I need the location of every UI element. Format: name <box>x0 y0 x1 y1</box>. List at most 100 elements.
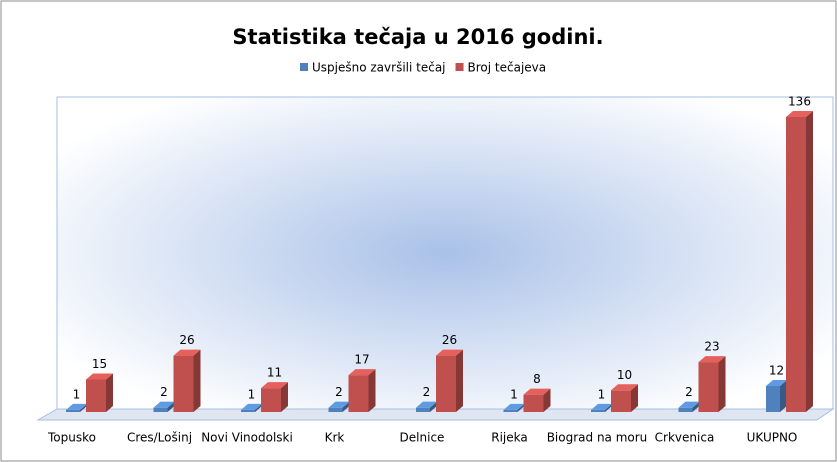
legend-label: Uspješno završili tečaj <box>312 61 446 75</box>
bar <box>66 403 87 412</box>
bar <box>786 111 813 412</box>
bar-top <box>591 403 612 410</box>
bar <box>503 403 525 412</box>
bar-front <box>698 362 719 412</box>
bar-top <box>66 403 87 410</box>
bar <box>591 403 612 412</box>
bar-front <box>173 355 194 412</box>
bar-top <box>416 401 437 408</box>
bar-top <box>678 401 700 408</box>
data-label: 1 <box>598 387 606 401</box>
bar-front <box>523 394 544 412</box>
floor <box>36 408 835 421</box>
bar-front <box>786 117 806 412</box>
bar-top <box>261 382 288 389</box>
data-label: 26 <box>442 333 457 347</box>
bar <box>436 349 463 412</box>
x-tick-label: Rijeka <box>491 431 527 445</box>
bar <box>348 369 376 412</box>
data-label: 8 <box>533 372 541 386</box>
legend-swatch <box>300 63 308 71</box>
bar-side <box>517 403 525 412</box>
bar <box>328 401 350 412</box>
data-label: 17 <box>354 353 369 367</box>
data-label: 12 <box>769 363 784 377</box>
legend-label: Broj tečajeva <box>468 61 547 75</box>
bar-front <box>766 385 780 412</box>
bar-side <box>718 356 726 412</box>
bar-side <box>806 111 813 412</box>
bar-side <box>193 349 201 412</box>
bar-side <box>281 382 288 412</box>
data-label: 136 <box>788 95 811 109</box>
bar <box>678 401 700 412</box>
bar <box>173 349 201 412</box>
bar-side <box>605 403 612 412</box>
bar-top <box>786 111 813 117</box>
bar-front <box>436 355 456 412</box>
x-tick-label: Crkvenica <box>655 431 715 445</box>
bar-front <box>678 407 693 412</box>
bar-top <box>86 373 113 380</box>
bar-front <box>328 407 343 412</box>
x-tick-label: Cres/Lošinj <box>127 431 192 445</box>
bar <box>416 401 437 412</box>
bar-front <box>241 409 255 412</box>
bar <box>766 379 787 412</box>
bar-top <box>436 349 463 356</box>
chart-title: Statistika tečaja u 2016 godini. <box>232 25 603 49</box>
bar-side <box>780 379 787 412</box>
legend-swatch <box>455 63 464 71</box>
x-tick-label: Topusko <box>47 431 96 445</box>
bar-top <box>153 401 175 408</box>
bar-side <box>167 401 175 412</box>
bar-top <box>523 388 551 395</box>
x-tick-label: Krk <box>325 431 345 445</box>
x-tick-label: Biograd na moru <box>547 431 648 445</box>
data-label: 2 <box>335 385 343 399</box>
bar-side <box>543 388 551 412</box>
bar-side <box>631 384 638 412</box>
bar <box>523 388 551 412</box>
bar-front <box>611 390 631 412</box>
data-label: 1 <box>510 387 518 401</box>
data-label: 15 <box>92 357 107 371</box>
bar-front <box>503 409 518 412</box>
data-label: 11 <box>267 366 282 380</box>
bar-top <box>328 401 350 408</box>
bar-top <box>766 379 787 386</box>
bar-side <box>342 401 350 412</box>
bar <box>86 373 113 412</box>
bar-front <box>261 388 281 412</box>
bar-side <box>80 403 87 412</box>
bar-front <box>348 375 369 412</box>
x-tick-label: Delnice <box>400 431 445 445</box>
bar-side <box>368 369 376 412</box>
bar-top <box>348 369 376 376</box>
bar-top <box>503 403 525 410</box>
bar <box>698 356 726 412</box>
bar-top <box>698 356 726 363</box>
data-label: 10 <box>617 368 632 382</box>
x-tick-label: UKUPNO <box>747 431 798 445</box>
bar-side <box>255 403 262 412</box>
x-tick-label: Novi Vinodolski <box>201 431 293 445</box>
bar-top <box>611 384 638 391</box>
bar-side <box>106 373 113 412</box>
data-label: 23 <box>704 340 719 354</box>
data-label: 1 <box>248 387 256 401</box>
bar-side <box>692 401 700 412</box>
bar <box>241 403 262 412</box>
data-label: 2 <box>160 385 168 399</box>
bar-front <box>86 379 106 412</box>
bar <box>611 384 638 412</box>
bar-front <box>591 409 605 412</box>
data-label: 2 <box>423 385 431 399</box>
bar-top <box>173 349 201 356</box>
bar-side <box>430 401 437 412</box>
data-label: 2 <box>685 385 693 399</box>
data-label: 26 <box>179 333 194 347</box>
bar <box>261 382 288 412</box>
bar-front <box>153 407 168 412</box>
